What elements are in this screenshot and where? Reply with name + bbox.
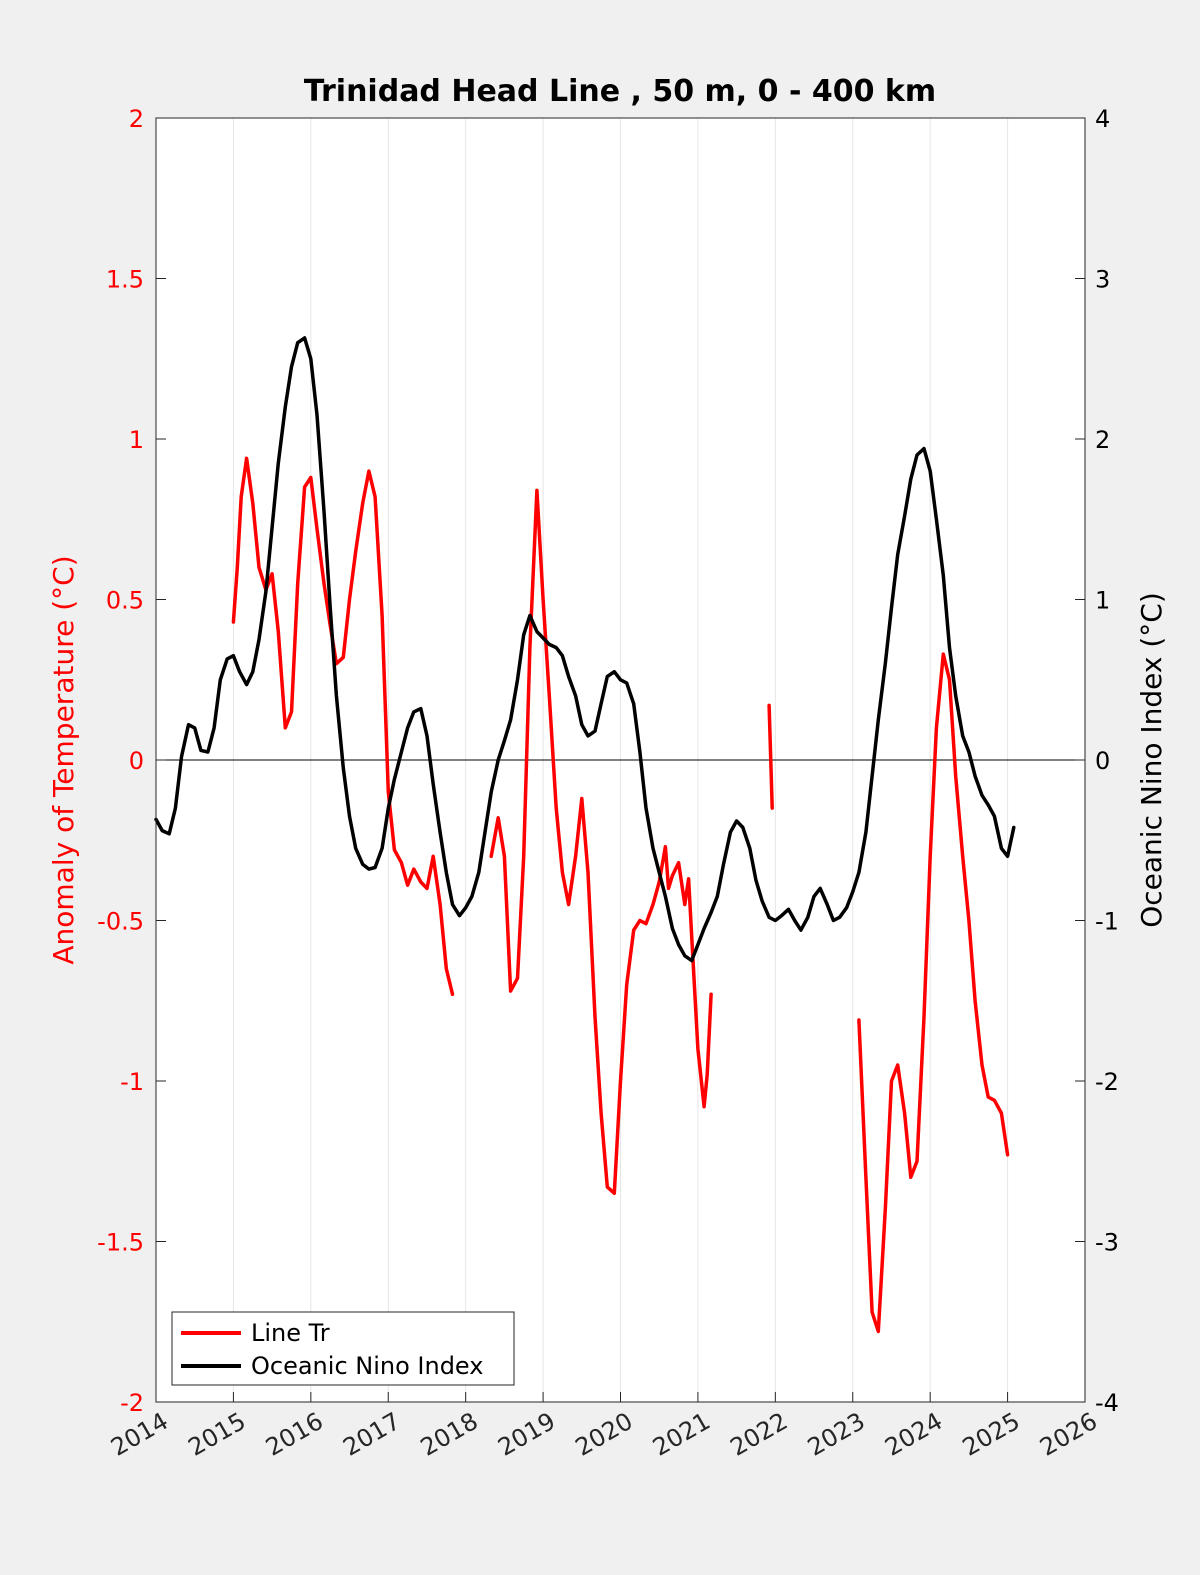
chart-title: Trinidad Head Line , 50 m, 0 - 400 km xyxy=(304,74,936,109)
legend-box xyxy=(171,1311,515,1386)
y-right-tick-label: -1 xyxy=(1095,908,1119,936)
y-left-tick-label: 1.5 xyxy=(106,266,144,294)
legend-label-line-tr: Line Tr xyxy=(251,1319,330,1347)
y-right-tick-label: 3 xyxy=(1095,266,1110,294)
y-left-tick-label: -2 xyxy=(120,1389,144,1417)
y-right-tick-label: -2 xyxy=(1095,1068,1119,1096)
y-left-tick-label: -1.5 xyxy=(97,1229,144,1257)
y-right-tick-label: 2 xyxy=(1095,426,1110,454)
y-right-tick-label: 1 xyxy=(1095,587,1110,615)
y-left-tick-label: 0.5 xyxy=(106,587,144,615)
y-right-tick-label: -3 xyxy=(1095,1229,1119,1257)
series-layer xyxy=(154,336,1016,1334)
series-line-tr-line xyxy=(857,652,1010,1334)
left-axis-label: Anomaly of Temperature (°C) xyxy=(47,555,80,964)
legend-label-oni: Oceanic Nino Index xyxy=(251,1352,483,1380)
y-left-tick-label: -1 xyxy=(120,1068,144,1096)
y-left-tick-label: 0 xyxy=(129,747,144,775)
y-left-tick-label: 2 xyxy=(129,105,144,133)
y-right-tick-label: 4 xyxy=(1095,105,1110,133)
y-left-tick-label: 1 xyxy=(129,426,144,454)
y-left-tick-label: -0.5 xyxy=(97,908,144,936)
legend: Line Tr Oceanic Nino Index xyxy=(171,1311,515,1386)
series-oni-line xyxy=(154,336,1016,963)
y-right-tick-label: 0 xyxy=(1095,747,1110,775)
y-right-tick-label: -4 xyxy=(1095,1389,1119,1417)
series-line-tr-line xyxy=(767,703,774,810)
right-axis-label: Oceanic Nino Index (°C) xyxy=(1135,592,1168,928)
